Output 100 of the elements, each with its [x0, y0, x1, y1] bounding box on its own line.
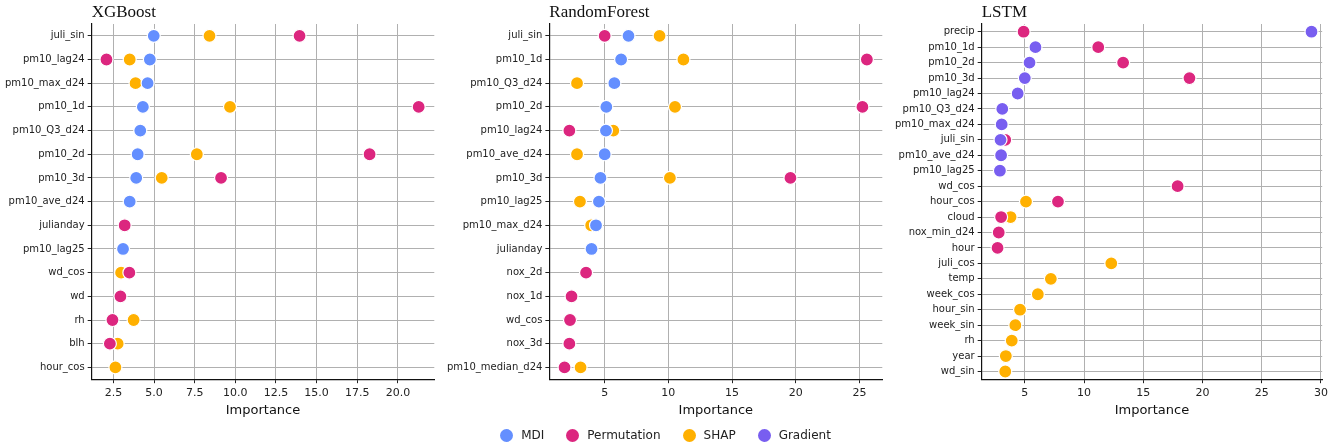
point — [599, 99, 614, 114]
x-tick-label: 25 — [852, 385, 867, 399]
point — [129, 170, 144, 186]
point — [569, 147, 585, 162]
y-tick-label: pm10_lag24 — [480, 124, 543, 137]
y-tick-label: pm10_max_d24 — [894, 117, 975, 130]
point — [1022, 55, 1037, 70]
point — [994, 209, 1009, 225]
point — [146, 28, 161, 43]
point — [1091, 40, 1106, 55]
point — [142, 52, 157, 67]
y-tick-label: pm10_Q3_d24 — [12, 124, 85, 137]
x-axis-title: Importance — [1114, 401, 1190, 417]
point — [591, 194, 607, 209]
point — [115, 241, 131, 257]
chart-title: RandomForest — [549, 1, 650, 21]
y-tick-label: hour — [951, 241, 976, 253]
point — [859, 52, 874, 67]
x-tick-label: 20 — [1195, 385, 1210, 399]
y-tick-label: pm10_lag24 — [912, 87, 975, 100]
point — [1018, 194, 1034, 209]
x-tick-label: 5 — [601, 385, 609, 399]
y-tick-label: julianday — [495, 242, 543, 254]
y-tick-label: pm10_ave_d24 — [898, 148, 975, 161]
legend-label: Permutation — [587, 428, 661, 442]
point — [569, 76, 585, 91]
point — [992, 163, 1008, 178]
point — [1030, 287, 1045, 302]
point — [122, 194, 137, 209]
point — [607, 76, 622, 91]
point — [108, 360, 123, 375]
point — [562, 336, 577, 351]
point — [99, 52, 114, 67]
y-tick-label: cloud — [947, 210, 975, 222]
y-tick-label: pm10_ave_d24 — [8, 195, 85, 208]
y-tick-label: pm10_max_d24 — [462, 218, 543, 231]
y-tick-label: pm10_1d — [38, 100, 85, 113]
x-axis-title: Importance — [225, 401, 301, 417]
y-tick-label: pm10_2d — [495, 100, 543, 113]
point — [994, 148, 1009, 163]
y-tick-label: pm10_max_d24 — [4, 76, 85, 89]
point — [991, 225, 1006, 240]
point — [1050, 194, 1066, 209]
point — [1304, 24, 1319, 39]
point — [128, 76, 143, 91]
y-tick-label: rh — [74, 313, 85, 325]
x-tick-label: 5 — [1021, 385, 1029, 399]
point — [222, 99, 238, 114]
y-tick-label: pm10_lag25 — [480, 195, 543, 208]
point — [1170, 179, 1185, 194]
y-tick-label: pm10_1d — [495, 53, 543, 66]
x-tick-label: 7.5 — [185, 385, 204, 399]
point — [783, 170, 798, 186]
point — [202, 28, 217, 43]
x-tick-label: 25 — [1254, 385, 1269, 399]
y-tick-label: precip — [943, 25, 975, 37]
point — [598, 123, 614, 138]
legend-label: MDI — [521, 428, 545, 442]
point — [667, 99, 683, 114]
point — [597, 147, 612, 162]
y-tick-label: nox_3d — [506, 337, 543, 350]
point — [614, 52, 629, 67]
point — [562, 312, 578, 328]
point — [662, 170, 677, 186]
point — [578, 265, 594, 280]
y-tick-label: wd — [70, 289, 85, 301]
y-tick-label: nox_2d — [506, 266, 543, 279]
point — [572, 194, 588, 209]
point — [113, 289, 128, 304]
y-tick-label: nox_1d — [506, 289, 543, 302]
y-tick-label: pm10_Q3_d24 — [470, 76, 543, 89]
x-tick-label: 10.0 — [223, 385, 248, 399]
point — [411, 99, 426, 114]
point — [652, 28, 667, 43]
y-tick-label: pm10_lag25 — [22, 242, 85, 255]
y-tick-label: year — [952, 349, 976, 361]
point — [573, 360, 588, 375]
x-tick-label: 30 — [1313, 385, 1328, 399]
point — [597, 28, 612, 43]
point — [562, 123, 577, 138]
point — [102, 336, 117, 351]
point — [593, 170, 608, 186]
y-tick-label: hour_cos — [39, 360, 85, 373]
point — [140, 76, 155, 91]
legend-label: SHAP — [703, 428, 736, 442]
x-tick-label: 20.0 — [385, 385, 411, 399]
point — [1004, 333, 1019, 348]
x-tick-label: 20 — [788, 385, 803, 399]
point — [1017, 70, 1032, 86]
point — [122, 52, 137, 67]
x-tick-label: 5.0 — [145, 385, 163, 399]
point — [994, 117, 1009, 132]
point — [117, 218, 132, 233]
y-tick-label: pm10_2d — [38, 147, 85, 160]
y-tick-label: juli_sin — [939, 133, 975, 146]
x-tick-label: 10 — [661, 385, 676, 399]
y-tick-label: julianday — [38, 218, 85, 230]
x-tick-label: 17.5 — [345, 385, 370, 399]
point — [1012, 302, 1028, 317]
y-tick-label: nox_min_d24 — [908, 226, 975, 239]
